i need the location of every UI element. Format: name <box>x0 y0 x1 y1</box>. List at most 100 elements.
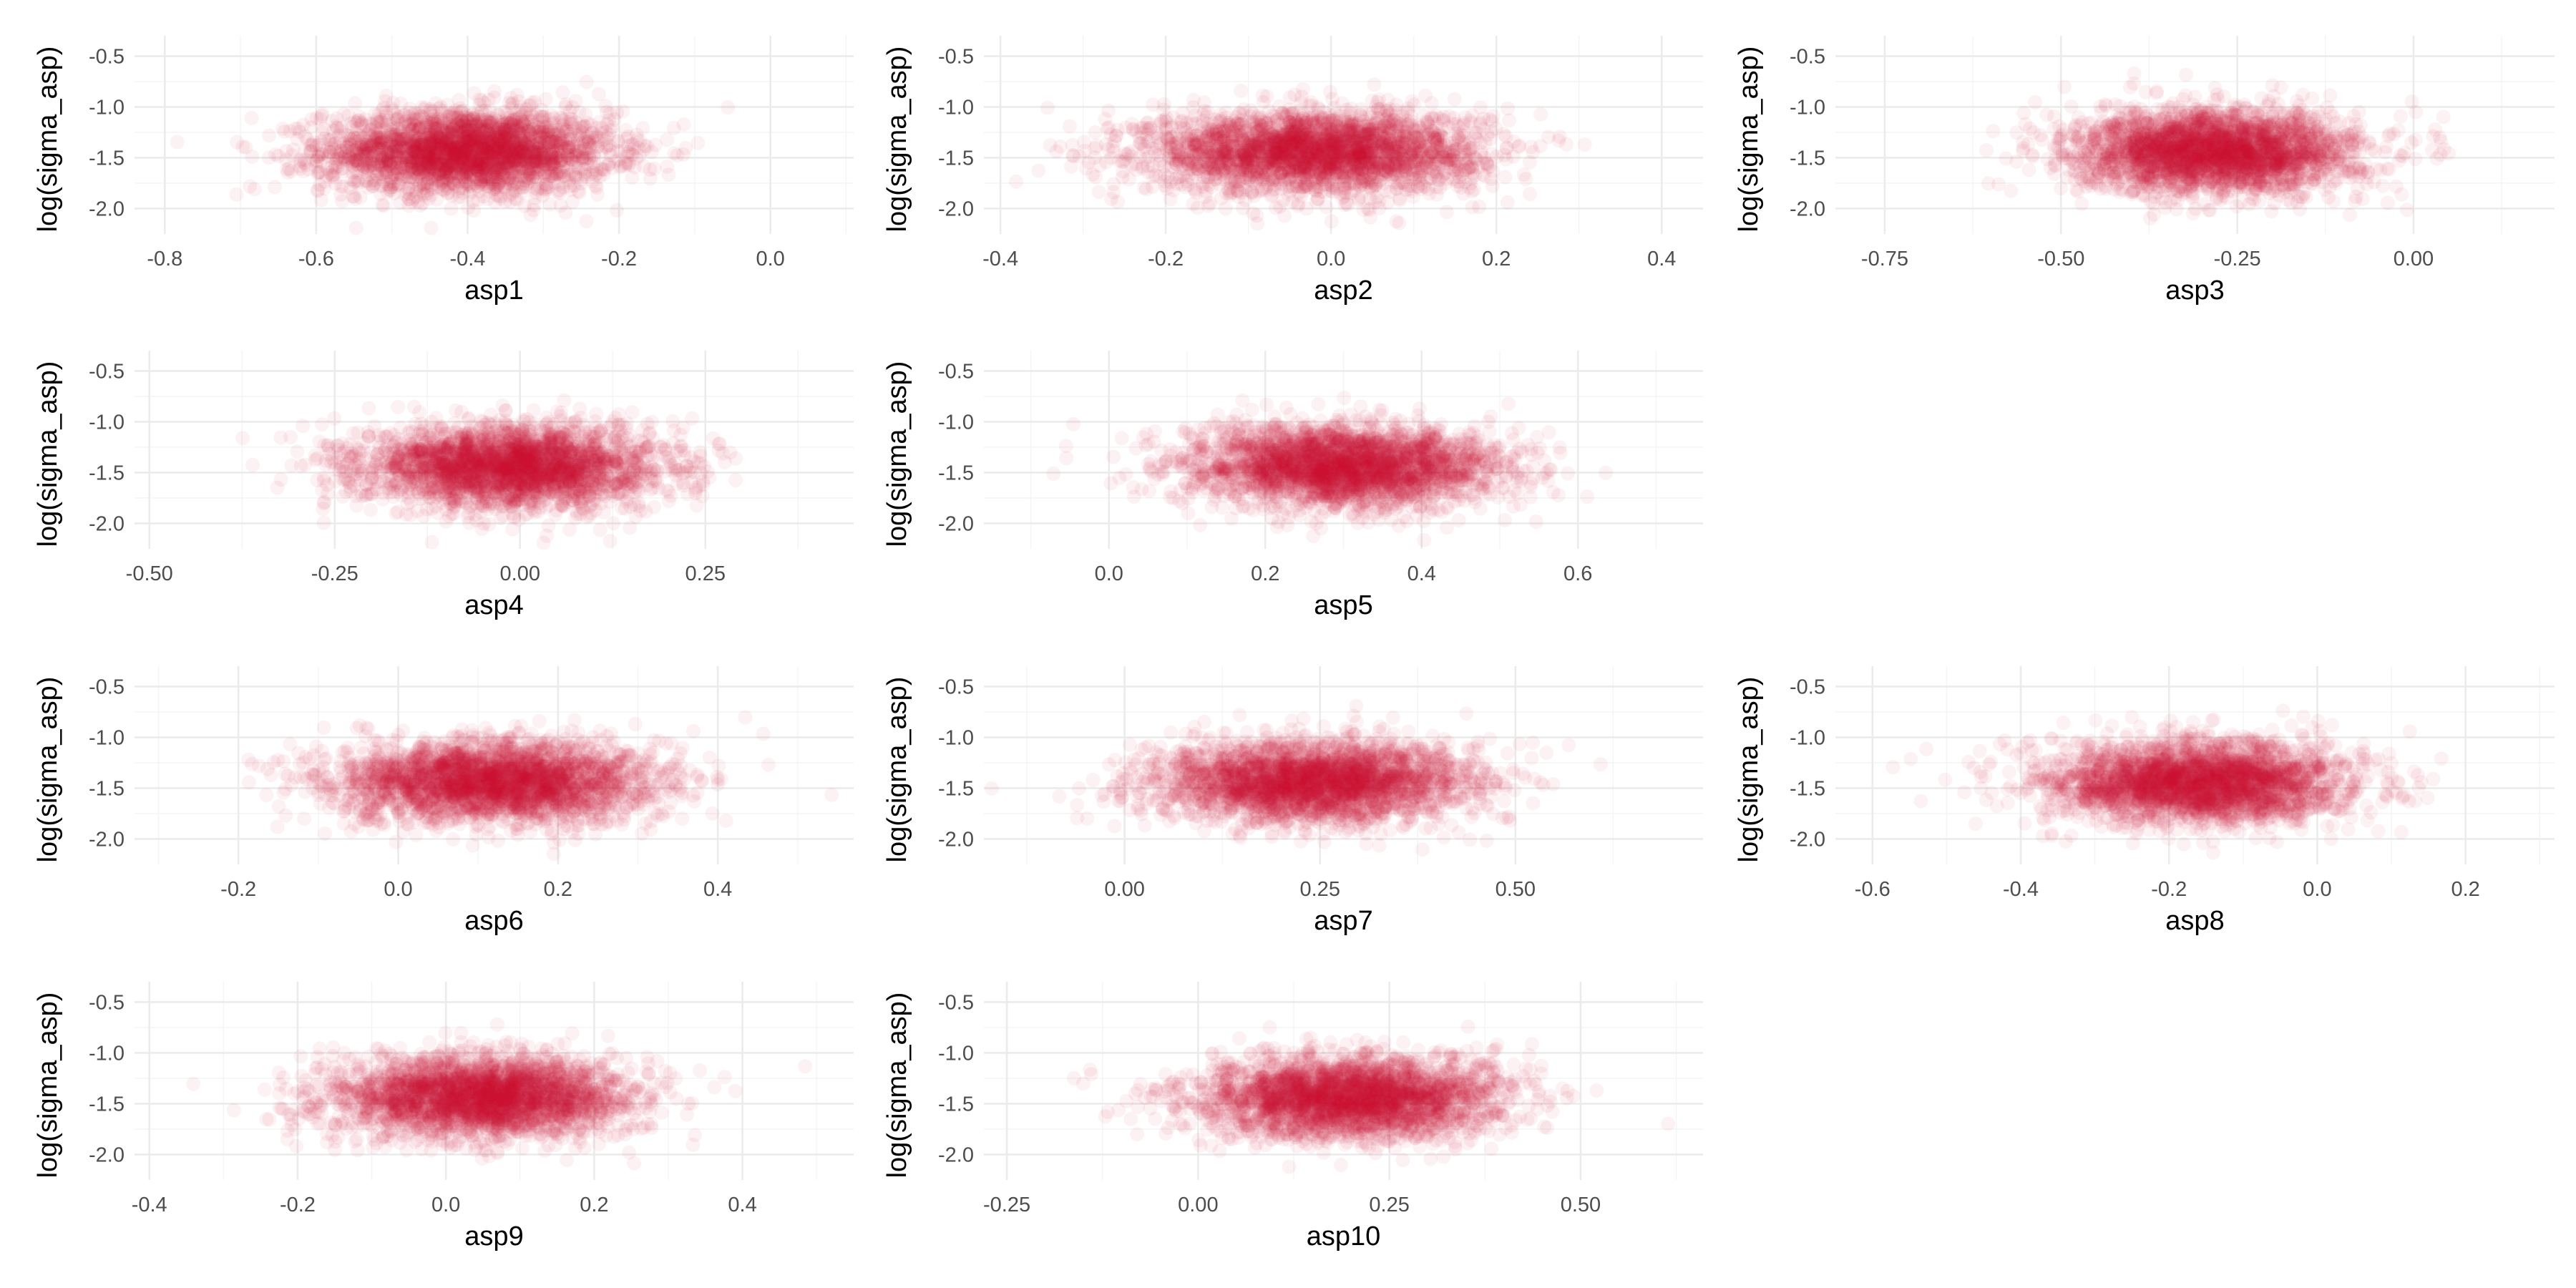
data-point <box>460 157 475 172</box>
data-point <box>1031 163 1046 178</box>
data-point <box>527 153 542 168</box>
data-point <box>437 123 452 138</box>
data-point <box>613 160 628 175</box>
data-point <box>479 179 494 194</box>
data-point <box>509 112 524 127</box>
data-point <box>328 136 343 151</box>
data-point <box>238 140 253 155</box>
data-point <box>364 117 379 132</box>
data-point <box>497 143 512 158</box>
data-point <box>369 135 384 150</box>
data-point <box>678 140 693 155</box>
data-point <box>417 152 432 167</box>
data-point <box>491 135 506 150</box>
data-point <box>435 159 450 173</box>
data-point <box>409 157 424 172</box>
data-point <box>661 167 676 182</box>
data-point <box>424 117 439 132</box>
data-point <box>482 118 497 133</box>
data-point <box>380 140 395 155</box>
data-point <box>277 125 292 139</box>
data-point <box>512 180 527 195</box>
data-point <box>267 180 282 195</box>
data-point <box>482 179 497 194</box>
data-point <box>451 109 466 125</box>
data-point <box>1367 77 1382 92</box>
data-point <box>358 112 373 127</box>
data-point <box>474 177 489 192</box>
data-point <box>473 157 488 172</box>
data-point <box>591 87 606 102</box>
data-point <box>262 128 277 143</box>
data-point <box>475 143 490 158</box>
data-point <box>409 172 424 187</box>
data-point <box>466 137 480 152</box>
data-point <box>562 137 577 152</box>
x-tick-label: -0.6 <box>298 248 334 270</box>
data-point <box>424 137 438 151</box>
data-point <box>487 143 502 158</box>
data-point <box>610 203 625 218</box>
data-point <box>404 117 419 132</box>
data-point <box>450 147 465 162</box>
data-point <box>384 132 399 147</box>
y-axis-title: log(sigma_asp) <box>33 47 63 233</box>
data-point <box>357 160 372 175</box>
data-point <box>407 144 422 159</box>
data-point <box>444 126 459 141</box>
data-point <box>482 156 497 170</box>
data-point <box>278 152 293 167</box>
data-point <box>452 135 466 150</box>
data-point <box>468 158 483 173</box>
data-point <box>537 142 552 157</box>
data-point <box>348 220 364 235</box>
data-point <box>373 142 388 157</box>
data-point <box>446 147 461 162</box>
data-point <box>510 119 525 135</box>
data-point <box>1523 187 1537 202</box>
data-point <box>1319 200 1334 215</box>
data-point <box>618 122 633 137</box>
data-point <box>497 160 512 175</box>
data-point <box>1136 180 1151 195</box>
data-point <box>515 180 530 195</box>
data-point <box>486 177 501 192</box>
data-point <box>1296 82 1310 97</box>
data-point <box>1062 119 1077 134</box>
data-point <box>499 146 513 160</box>
data-point <box>1259 89 1274 104</box>
data-point <box>519 152 535 167</box>
data-point <box>379 165 394 180</box>
x-tick-label: -0.4 <box>449 248 485 270</box>
data-point <box>431 135 446 150</box>
data-point <box>456 171 471 186</box>
data-point <box>229 187 244 202</box>
data-point <box>527 139 542 154</box>
data-point <box>368 145 383 160</box>
panel-asp1: -0.8 -0.6 -0.4 -0.2 0.0-2.0-1.5-1.0-0.5asp1l… <box>33 36 854 306</box>
data-point <box>1577 137 1592 152</box>
data-point <box>512 147 527 162</box>
x-tick-label: 0.0 <box>756 248 784 270</box>
data-point <box>475 177 490 192</box>
data-point <box>411 169 426 184</box>
data-point <box>298 129 313 144</box>
data-point <box>441 133 456 148</box>
data-point <box>275 121 290 136</box>
data-point <box>421 114 436 130</box>
data-point <box>244 110 259 125</box>
data-point <box>487 84 502 99</box>
data-point <box>497 167 512 182</box>
data-point <box>334 120 349 135</box>
data-point <box>1324 214 1339 229</box>
data-point <box>381 154 396 169</box>
data-point <box>555 111 570 126</box>
data-point <box>399 150 414 165</box>
data-point <box>336 107 351 122</box>
data-point <box>366 179 381 193</box>
major-grid <box>135 36 854 234</box>
data-point <box>358 157 374 172</box>
x-axis-title: asp1 <box>464 275 523 306</box>
x-tick-label: -0.8 <box>147 248 182 270</box>
